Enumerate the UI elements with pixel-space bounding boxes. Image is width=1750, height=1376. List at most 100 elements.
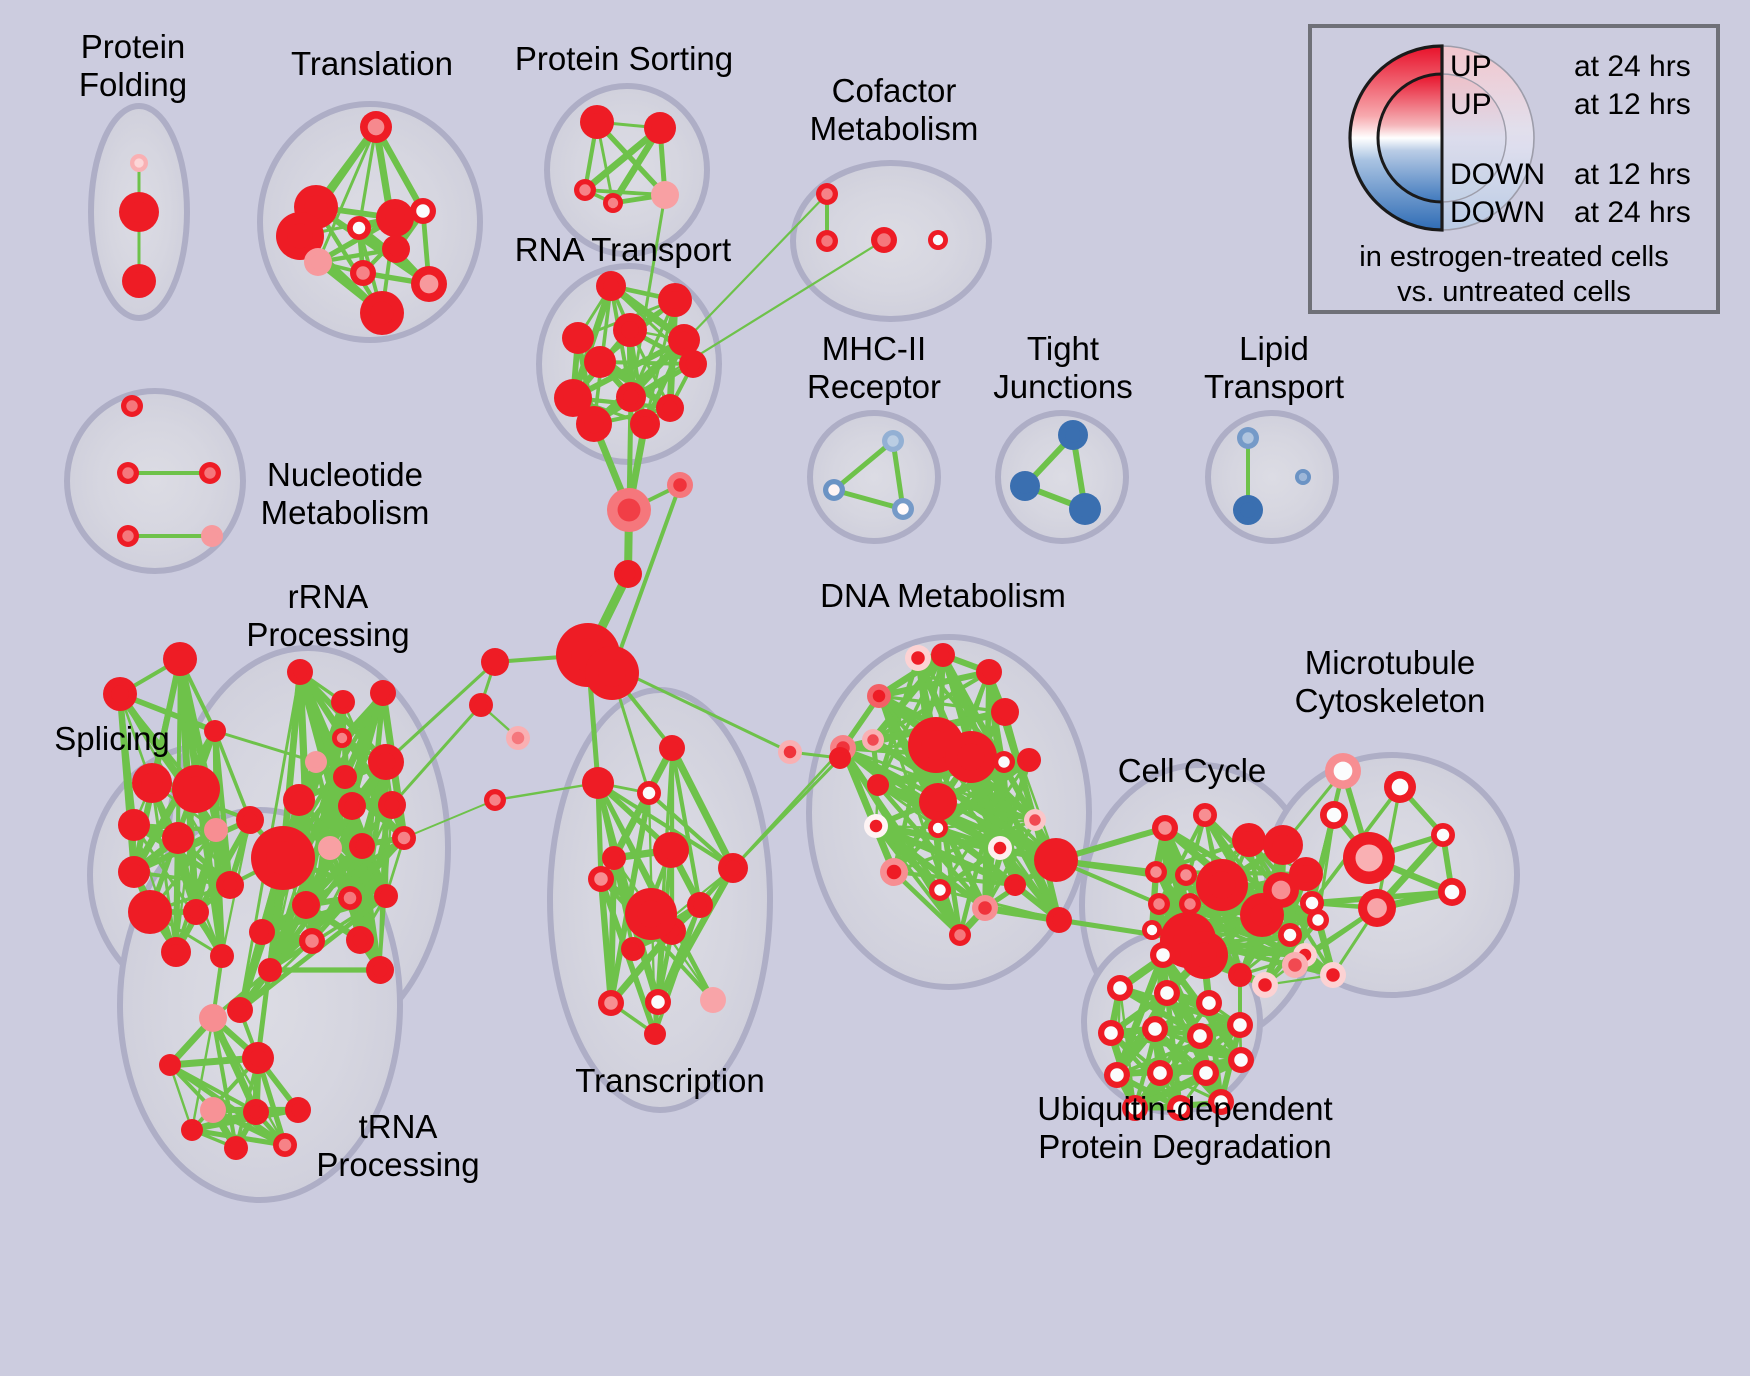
network-node[interactable]: [1145, 861, 1167, 883]
network-node[interactable]: [1232, 823, 1266, 857]
network-node[interactable]: [1122, 1095, 1148, 1121]
network-node[interactable]: [1228, 1047, 1254, 1073]
network-node[interactable]: [931, 643, 955, 667]
network-node[interactable]: [585, 646, 639, 700]
network-node[interactable]: [1010, 471, 1040, 501]
network-node[interactable]: [653, 832, 689, 868]
network-node[interactable]: [258, 958, 282, 982]
network-node[interactable]: [162, 822, 194, 854]
network-node[interactable]: [128, 890, 172, 934]
network-node[interactable]: [370, 680, 396, 706]
network-node[interactable]: [251, 826, 315, 890]
network-node[interactable]: [1107, 975, 1133, 1001]
network-node[interactable]: [554, 379, 592, 417]
network-node[interactable]: [350, 260, 376, 286]
network-node[interactable]: [993, 751, 1015, 773]
network-node[interactable]: [1237, 427, 1259, 449]
network-node[interactable]: [132, 763, 172, 803]
network-node[interactable]: [602, 846, 626, 870]
network-node[interactable]: [621, 937, 645, 961]
network-node[interactable]: [1300, 891, 1324, 915]
network-node[interactable]: [988, 836, 1012, 860]
network-node[interactable]: [163, 642, 197, 676]
network-node[interactable]: [644, 112, 676, 144]
network-node[interactable]: [292, 891, 320, 919]
network-node[interactable]: [368, 744, 404, 780]
network-node[interactable]: [349, 833, 375, 859]
network-node[interactable]: [227, 997, 253, 1023]
network-node[interactable]: [1175, 864, 1197, 886]
network-node[interactable]: [360, 111, 392, 143]
network-node[interactable]: [645, 989, 671, 1015]
network-node[interactable]: [880, 858, 908, 886]
network-node[interactable]: [871, 227, 897, 253]
network-node[interactable]: [332, 728, 352, 748]
network-node[interactable]: [1058, 420, 1088, 450]
network-node[interactable]: [117, 525, 139, 547]
network-node[interactable]: [613, 313, 647, 347]
network-node[interactable]: [382, 235, 410, 263]
network-node[interactable]: [816, 183, 838, 205]
network-node[interactable]: [1098, 1020, 1124, 1046]
network-node[interactable]: [360, 291, 404, 335]
network-node[interactable]: [949, 924, 971, 946]
network-node[interactable]: [1295, 469, 1311, 485]
network-node[interactable]: [411, 266, 447, 302]
network-node[interactable]: [1343, 832, 1395, 884]
network-node[interactable]: [199, 1004, 227, 1032]
network-node[interactable]: [1227, 1012, 1253, 1038]
network-node[interactable]: [972, 895, 998, 921]
network-node[interactable]: [1024, 809, 1046, 831]
network-node[interactable]: [778, 740, 802, 764]
network-node[interactable]: [991, 698, 1019, 726]
network-node[interactable]: [718, 853, 748, 883]
network-node[interactable]: [905, 645, 931, 671]
network-node[interactable]: [1004, 874, 1026, 896]
network-node[interactable]: [347, 216, 371, 240]
network-node[interactable]: [1252, 972, 1278, 998]
network-node[interactable]: [392, 826, 416, 850]
network-node[interactable]: [1233, 495, 1263, 525]
network-node[interactable]: [919, 783, 957, 821]
network-node[interactable]: [118, 809, 150, 841]
network-node[interactable]: [200, 1097, 226, 1123]
network-node[interactable]: [596, 271, 626, 301]
network-node[interactable]: [224, 1136, 248, 1160]
network-node[interactable]: [346, 926, 374, 954]
network-node[interactable]: [816, 230, 838, 252]
network-node[interactable]: [378, 791, 406, 819]
network-node[interactable]: [667, 472, 693, 498]
network-node[interactable]: [305, 751, 327, 773]
network-node[interactable]: [506, 726, 530, 750]
network-node[interactable]: [304, 248, 332, 276]
network-node[interactable]: [285, 1097, 311, 1123]
network-node[interactable]: [117, 462, 139, 484]
network-node[interactable]: [161, 937, 191, 967]
network-node[interactable]: [598, 990, 624, 1016]
network-node[interactable]: [287, 659, 313, 685]
network-node[interactable]: [1017, 748, 1041, 772]
network-node[interactable]: [242, 1042, 274, 1074]
network-node[interactable]: [276, 212, 324, 260]
network-node[interactable]: [249, 919, 275, 945]
network-node[interactable]: [614, 560, 642, 588]
network-node[interactable]: [1167, 1095, 1193, 1121]
network-node[interactable]: [651, 181, 679, 209]
network-node[interactable]: [864, 814, 888, 838]
network-node[interactable]: [823, 479, 845, 501]
network-node[interactable]: [1320, 962, 1346, 988]
network-node[interactable]: [659, 735, 685, 761]
network-node[interactable]: [574, 179, 596, 201]
network-node[interactable]: [1193, 1060, 1219, 1086]
network-node[interactable]: [1152, 815, 1178, 841]
network-node[interactable]: [484, 789, 506, 811]
network-node[interactable]: [867, 684, 891, 708]
network-node[interactable]: [118, 856, 150, 888]
network-node[interactable]: [1282, 952, 1308, 978]
network-node[interactable]: [1263, 825, 1303, 865]
network-node[interactable]: [829, 747, 851, 769]
network-node[interactable]: [637, 781, 661, 805]
network-node[interactable]: [928, 818, 948, 838]
network-node[interactable]: [210, 944, 234, 968]
network-node[interactable]: [945, 731, 997, 783]
